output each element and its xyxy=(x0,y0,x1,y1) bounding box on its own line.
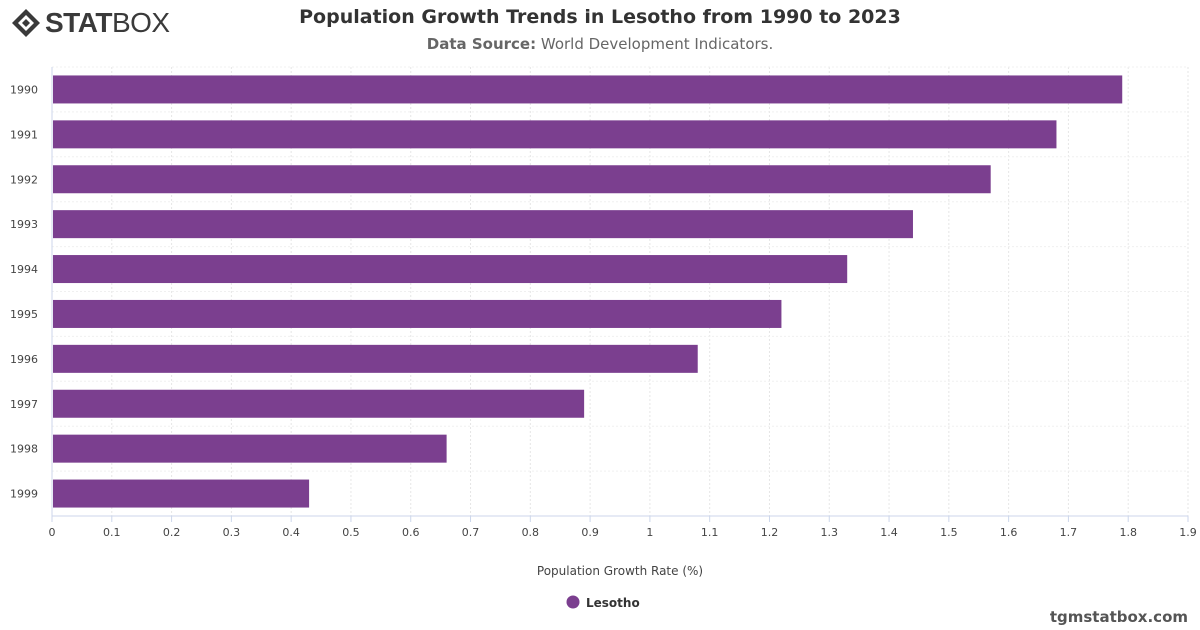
y-tick-label: 1994 xyxy=(10,263,38,276)
y-tick-label: 1995 xyxy=(10,308,38,321)
x-tick-label: 1.3 xyxy=(821,526,839,539)
x-tick-label: 1 xyxy=(646,526,653,539)
x-tick-label: 1.7 xyxy=(1060,526,1078,539)
x-tick-label: 0.4 xyxy=(282,526,300,539)
x-tick-label: 1.8 xyxy=(1119,526,1137,539)
x-tick-label: 1.2 xyxy=(761,526,779,539)
x-tick-label: 1.6 xyxy=(1000,526,1018,539)
y-tick-label: 1997 xyxy=(10,398,38,411)
bar xyxy=(53,255,848,284)
x-tick-label: 0.6 xyxy=(402,526,420,539)
x-tick-label: 1.5 xyxy=(940,526,958,539)
y-tick-label: 1996 xyxy=(10,353,38,366)
source-label: Data Source: xyxy=(426,35,537,53)
watermark: tgmstatbox.com xyxy=(1049,608,1188,626)
legend-marker xyxy=(566,595,580,609)
statbox-logo: STATBOX xyxy=(10,6,170,40)
source-text: World Development Indicators. xyxy=(540,35,774,53)
x-tick-label: 0.9 xyxy=(581,526,599,539)
y-tick-label: 1990 xyxy=(10,83,38,96)
bar xyxy=(53,344,698,373)
x-axis-title: Population Growth Rate (%) xyxy=(537,564,703,578)
chart-title: Population Growth Trends in Lesotho from… xyxy=(299,6,901,28)
bar xyxy=(53,434,447,463)
y-tick-label: 1998 xyxy=(10,443,38,456)
bar xyxy=(53,479,310,508)
y-tick-label: 1992 xyxy=(10,173,38,186)
x-tick-label: 0.8 xyxy=(522,526,540,539)
bar xyxy=(53,210,913,239)
x-tick-label: 0 xyxy=(49,526,56,539)
x-tick-label: 0.2 xyxy=(163,526,181,539)
bar xyxy=(53,389,585,418)
bar xyxy=(53,75,1123,104)
y-tick-label: 1991 xyxy=(10,128,38,141)
y-tick-label: 1993 xyxy=(10,218,38,231)
x-tick-label: 1.4 xyxy=(880,526,898,539)
bar xyxy=(53,165,991,194)
x-tick-label: 0.3 xyxy=(223,526,241,539)
logo-light: BOX xyxy=(111,7,170,38)
legend-label: Lesotho xyxy=(586,596,640,610)
x-tick-label: 0.5 xyxy=(342,526,360,539)
bar xyxy=(53,299,782,328)
logo-text: STATBOX xyxy=(45,9,170,37)
x-tick-label: 0.1 xyxy=(103,526,121,539)
y-tick-label: 1999 xyxy=(10,488,38,501)
chart-subtitle: Data Source: World Development Indicator… xyxy=(0,35,1200,53)
x-tick-label: 0.7 xyxy=(462,526,480,539)
bar xyxy=(53,120,1057,149)
x-tick-label: 1.9 xyxy=(1179,526,1197,539)
x-tick-label: 1.1 xyxy=(701,526,719,539)
logo-bold: STAT xyxy=(45,7,112,38)
logo-diamond-icon xyxy=(12,9,40,37)
